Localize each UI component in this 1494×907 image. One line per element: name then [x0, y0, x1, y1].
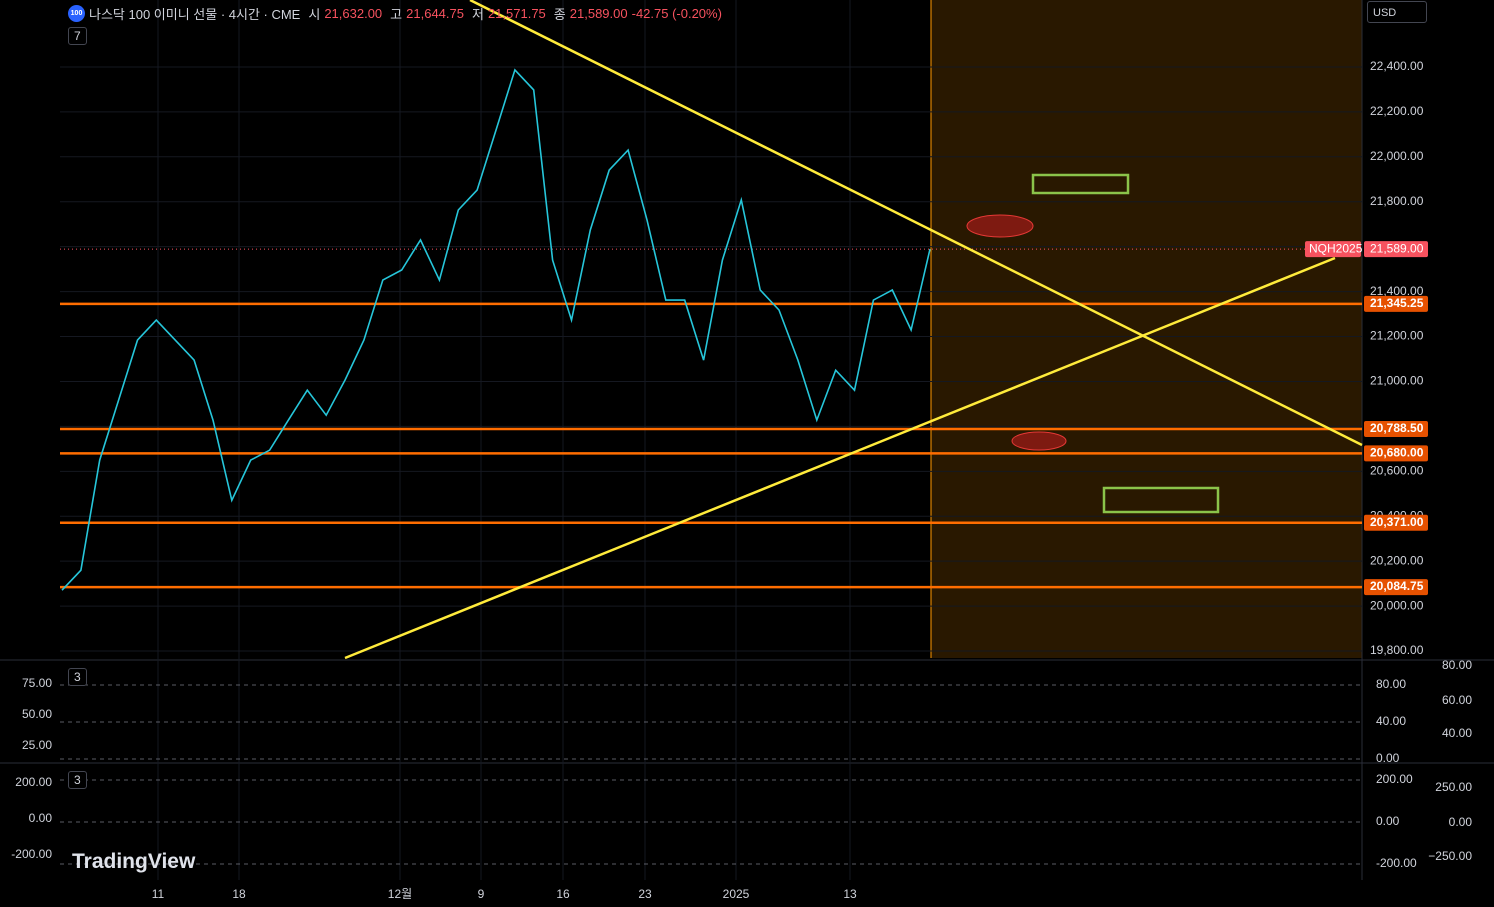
- y-tick-label: 22,400.00: [1370, 59, 1424, 73]
- y-tick-label: 21,000.00: [1370, 374, 1424, 388]
- zone-ellipse: [966, 214, 1034, 238]
- price-line: [61, 68, 931, 591]
- ohlc-value: 21,571.75: [487, 6, 546, 21]
- x-tick-label: 11: [152, 887, 165, 901]
- ohlc-value: 21,644.75: [406, 6, 464, 21]
- ohlc-value: 21,632.00: [324, 6, 383, 21]
- pane-left-label: 50.00: [22, 707, 52, 721]
- price-series: [61, 68, 931, 591]
- x-tick-label: 9: [478, 887, 485, 901]
- pane-right-label: −250.00: [1428, 849, 1472, 863]
- pane-right-label: 40.00: [1442, 726, 1472, 740]
- pane-right-label: 80.00: [1442, 658, 1472, 672]
- last-price-tag: [1364, 241, 1428, 258]
- indicator-toggle[interactable]: 3: [68, 668, 87, 686]
- y-tick-label: 21,800.00: [1370, 194, 1424, 208]
- indicator-panes: 80.00 40.00 0.00 75.00 50.00 25.00 80.00 60.00 4…: [11, 658, 1472, 870]
- pane-left-label: 75.00: [22, 676, 52, 690]
- pane-axis-label: 0.00: [1376, 814, 1400, 828]
- projection-zone: [931, 0, 1362, 658]
- y-tick-label: 21,200.00: [1370, 329, 1424, 343]
- pane-left-label: 25.00: [22, 738, 52, 752]
- header: 100 나스닥 100 이미니 선물 · 4시간 · CME 시 21,632.0…: [68, 4, 722, 23]
- indicator-count: 3: [74, 773, 81, 787]
- ohlc-label: 시: [308, 7, 321, 22]
- y-tick-label: 20,200.00: [1370, 553, 1424, 567]
- pane-axis-label: -200.00: [1376, 856, 1417, 870]
- pane-left-label: 0.00: [29, 811, 53, 825]
- target-box: [1031, 173, 1130, 195]
- symbol-icon: 100: [68, 5, 85, 22]
- x-tick-label: 13: [843, 887, 857, 901]
- pane-left-label: -200.00: [11, 847, 52, 861]
- time-axis: 11 18 12월 9 16 23 2025 13: [152, 887, 857, 901]
- ohlc-label: 고: [390, 7, 403, 22]
- levels: [60, 248, 1362, 589]
- level-label: 21,345.25: [1370, 296, 1424, 310]
- trendline-up: [344, 256, 1336, 660]
- y-tick-label: 21,400.00: [1370, 284, 1424, 298]
- level-tag: [1364, 295, 1428, 312]
- y-tick-label: 20,000.00: [1370, 598, 1424, 612]
- y-tick-label: 19,800.00: [1370, 643, 1424, 657]
- ohlc-label: 종: [553, 7, 566, 22]
- y-tick-label: 20,600.00: [1370, 463, 1424, 477]
- watermark: TradingView: [72, 850, 196, 873]
- ohlc-label: 저: [471, 7, 484, 22]
- target-box: [1102, 486, 1220, 514]
- currency-button[interactable]: USD: [1367, 1, 1427, 23]
- level-label: 20,680.00: [1370, 446, 1424, 460]
- grid: [60, 0, 1362, 880]
- x-tick-label: 18: [232, 887, 246, 901]
- symbol-title: 나스닥 100 이미니 선물 · 4시간 · CME: [89, 7, 301, 22]
- ohlc-value: 21,589.00: [569, 6, 628, 21]
- pane-left-label: 200.00: [15, 775, 52, 789]
- indicator-count: 3: [74, 670, 81, 684]
- x-tick-label: 12월: [388, 887, 412, 901]
- x-tick-label: 16: [556, 887, 570, 901]
- symbol-label: NQH2025: [1309, 241, 1363, 255]
- level-tag: [1364, 420, 1428, 437]
- indicator-toggle[interactable]: 7: [68, 27, 87, 45]
- level-label: 20,788.50: [1370, 421, 1424, 435]
- level-tag: [1364, 514, 1428, 531]
- level-label: 20,084.75: [1370, 579, 1424, 593]
- symbol-tag: [1305, 241, 1361, 258]
- indicator-toggle[interactable]: 3: [68, 771, 87, 789]
- price-axis: 22,400.0022,200.0022,000.0021,800.0021,6…: [1305, 59, 1428, 657]
- pane-right-label: 250.00: [1435, 780, 1472, 794]
- level-tag: [1364, 445, 1428, 462]
- price-change: -42.75 (-0.20%): [631, 6, 722, 21]
- pane-right-label: 60.00: [1442, 693, 1472, 707]
- trendline-down: [469, 0, 1363, 447]
- y-tick-label: 22,000.00: [1370, 149, 1424, 163]
- pane-right-label: 0.00: [1449, 815, 1473, 829]
- currency: USD: [1373, 7, 1397, 19]
- pane-axis-label: 200.00: [1376, 772, 1413, 786]
- x-tick-label: 23: [638, 887, 652, 901]
- level-tag: [1364, 579, 1428, 596]
- last-price-label: 21,589.00: [1370, 241, 1424, 255]
- indicator-count: 7: [74, 29, 81, 43]
- y-tick-label: 22,200.00: [1370, 104, 1424, 118]
- pane-axis-label: 40.00: [1376, 714, 1406, 728]
- pane-axis-label: 80.00: [1376, 677, 1406, 691]
- zone-ellipse: [1011, 431, 1067, 451]
- pane-axis-label: 0.00: [1376, 751, 1400, 765]
- x-tick-label: 2025: [723, 887, 750, 901]
- level-label: 20,371.00: [1370, 515, 1424, 529]
